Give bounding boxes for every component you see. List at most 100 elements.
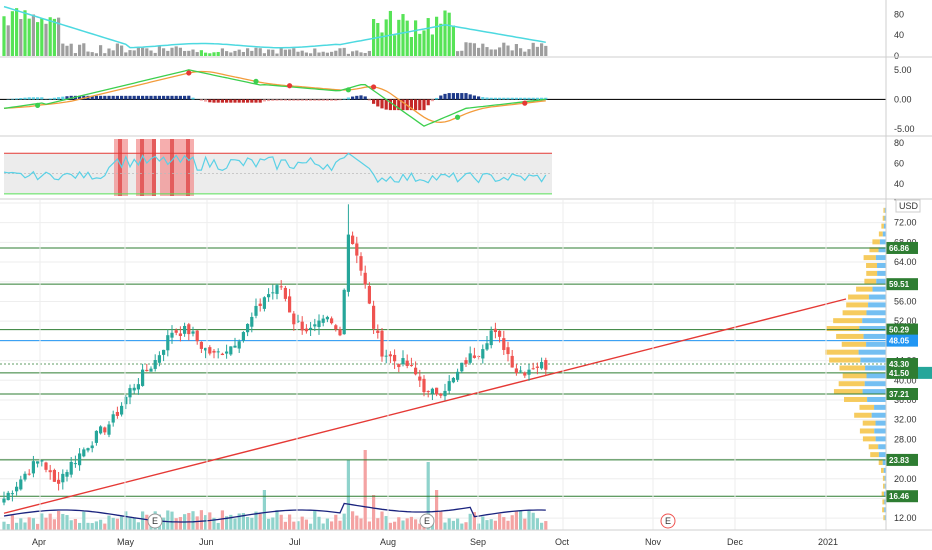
ind1-bar: [275, 53, 279, 56]
price-tick-label: 40.00: [894, 375, 917, 385]
ind1-bar: [216, 51, 220, 56]
volume-bar: [225, 516, 229, 530]
ind1-bar: [283, 49, 287, 56]
candle-body: [519, 370, 523, 372]
ind1-bar: [52, 18, 56, 57]
ind1-bar: [111, 50, 115, 56]
volume-bar: [531, 512, 535, 530]
macd-hist-bar: [283, 99, 287, 101]
macd-hist-bar: [355, 95, 359, 100]
macd-hist-bar: [346, 97, 350, 100]
macd-hist-bar: [199, 99, 203, 101]
volume-bar: [460, 523, 464, 530]
ind1-bar: [69, 43, 73, 56]
volume-bar: [254, 511, 258, 530]
candle-body: [233, 345, 237, 348]
volume-bar: [418, 523, 422, 530]
volume-profile-bar: [883, 467, 886, 473]
volume-profile-bar: [884, 507, 886, 513]
macd-hist-bar: [540, 97, 544, 100]
macd-hist-bar: [170, 95, 174, 100]
ind1-bar: [44, 23, 48, 57]
volume-bar: [124, 511, 128, 530]
ind1-bar: [493, 49, 497, 56]
ind1-bar: [460, 50, 464, 56]
volume-bar: [103, 523, 107, 530]
ind1-bar: [422, 30, 426, 56]
ind1-bar: [468, 42, 472, 56]
volume-bar: [237, 513, 241, 530]
ind1-bar: [414, 20, 418, 56]
ind1-bar: [489, 49, 493, 56]
level-label: 59.51: [889, 280, 910, 289]
volume-bar: [313, 510, 317, 530]
ind1-bar: [65, 45, 69, 56]
candle-body: [40, 460, 44, 462]
macd-hist-bar: [90, 95, 94, 100]
volume-bar: [283, 521, 287, 530]
macd-hist-bar: [258, 99, 262, 103]
level-label: 16.46: [889, 492, 910, 501]
candle-body: [292, 313, 296, 325]
candle-body: [69, 461, 73, 475]
rsi-tick-label: 40: [894, 179, 904, 189]
macd-hist-bar: [275, 99, 279, 101]
candle-body: [493, 328, 497, 333]
ind1-bar: [166, 50, 170, 56]
macd-hist-bar: [309, 99, 313, 101]
ind1-bar: [523, 51, 527, 56]
level-label: 23.83: [889, 456, 910, 465]
volume-bar: [506, 520, 510, 530]
volume-bar: [23, 522, 27, 530]
volume-bar: [166, 510, 170, 530]
macd-cross-dot: [345, 87, 351, 93]
macd-hist-bar: [502, 97, 506, 100]
macd-hist-bar: [124, 95, 128, 100]
price-tick-label: 56.00: [894, 296, 917, 306]
volume-bar: [216, 522, 220, 530]
ind1-bar: [204, 52, 208, 56]
volume-profile-bar: [883, 223, 886, 229]
ind1-bar: [527, 49, 531, 56]
macd-hist-bar: [216, 99, 220, 103]
macd-hist-bar: [40, 97, 44, 100]
volume-profile-bar: [842, 310, 867, 316]
ind1-bar: [208, 53, 212, 56]
macd-hist-bar: [477, 96, 481, 100]
macd-hist-bar: [342, 98, 346, 100]
candle-body: [48, 470, 52, 473]
volume-bar: [212, 517, 216, 530]
volume-profile-bar: [882, 460, 886, 466]
ind1-bar: [2, 16, 6, 56]
macd-hist-bar: [15, 98, 19, 100]
candle-body: [229, 346, 233, 355]
earnings-marker-label: E: [152, 516, 158, 526]
price-tick-label: 72.00: [894, 218, 917, 228]
ind1-bar: [225, 51, 229, 56]
ind1-bar: [477, 47, 481, 56]
ind1-bar: [300, 50, 304, 56]
ind1-bar: [183, 50, 187, 56]
macd-hist-bar: [300, 99, 304, 101]
volume-bar: [258, 513, 262, 530]
x-tick-label: Sep: [470, 537, 486, 547]
macd-hist-bar: [153, 95, 157, 100]
ind1-bar: [82, 43, 86, 56]
volume-bar: [111, 517, 115, 530]
volume-bar: [351, 511, 355, 530]
macd-hist-bar: [120, 95, 124, 100]
candle-body: [275, 285, 279, 294]
candle-body: [531, 368, 535, 370]
volume-bar: [380, 511, 384, 530]
volume-profile-bar: [867, 396, 886, 402]
macd-hist-bar: [397, 99, 401, 111]
macd-hist-bar: [304, 99, 308, 101]
ind1-bar: [78, 44, 82, 56]
volume-profile-bar: [859, 404, 875, 410]
macd-hist-bar: [313, 99, 317, 101]
rsi-panel: [3, 139, 552, 196]
candle-body: [485, 343, 489, 350]
level-label: 48.05: [889, 337, 910, 346]
volume-bar: [330, 521, 334, 530]
